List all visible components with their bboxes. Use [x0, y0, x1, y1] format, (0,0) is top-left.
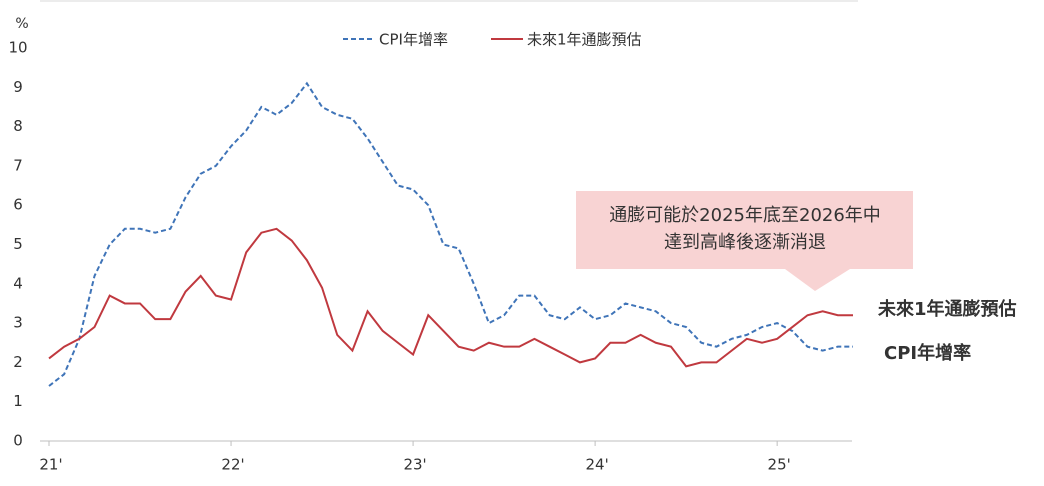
y-tick-label: 6: [13, 196, 23, 214]
y-tick-label: 10: [8, 39, 27, 57]
legend-label: 未來1年通膨預估: [527, 31, 642, 49]
series-line: [48, 81, 854, 387]
y-tick-label: 1: [13, 392, 23, 410]
y-tick-label: 3: [13, 314, 23, 332]
x-tick-label: 22': [221, 456, 244, 474]
x-tick-label: 21': [39, 456, 62, 474]
x-tick-label: 24': [586, 456, 609, 474]
y-tick-label: 5: [13, 235, 23, 253]
y-tick-label: 8: [13, 117, 23, 135]
end-label: 未來1年通膨預估: [878, 298, 1017, 320]
callout: [576, 191, 913, 291]
y-tick-label: 9: [13, 78, 23, 96]
y-tick-label: 0: [13, 432, 23, 450]
x-tick-label: 25': [768, 456, 791, 474]
end-label: CPI年增率: [884, 342, 971, 364]
annotation-line: 通膨可能於2025年底至2026年中: [609, 205, 881, 226]
unit-label: %: [15, 16, 28, 32]
legend-label: CPI年增率: [379, 31, 448, 49]
y-tick-label: 7: [13, 156, 23, 174]
annotation-line: 達到高峰後逐漸消退: [664, 232, 826, 253]
y-tick-label: 2: [13, 353, 23, 371]
x-tick-label: 23': [403, 456, 426, 474]
y-tick-label: 4: [13, 274, 23, 292]
series-line: [48, 227, 854, 368]
